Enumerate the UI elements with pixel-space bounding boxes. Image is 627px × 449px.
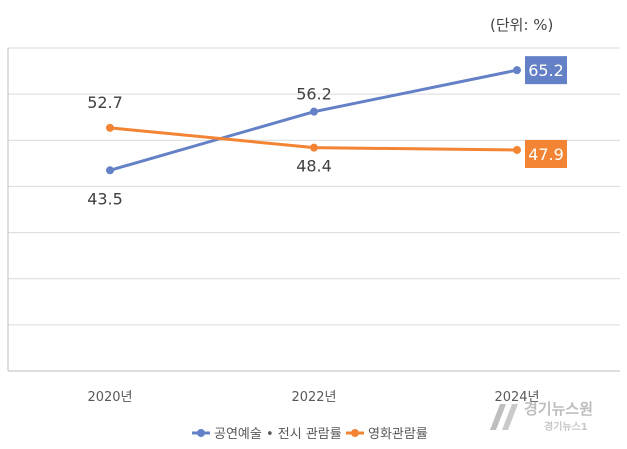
data-point [310, 143, 318, 152]
legend-marker-1 [197, 429, 205, 437]
data-label-orange: 48.4 [296, 157, 332, 176]
legend-label-1: 공연예술 • 전시 관람률 [214, 427, 342, 442]
watermark-logo-icon [490, 404, 518, 430]
data-point [310, 107, 318, 116]
data-label-blue: 65.2 [528, 61, 564, 80]
x-tick-labels: 2020년 2022년 2024년 [87, 390, 539, 405]
x-tick-label: 2020년 [87, 390, 132, 405]
legend: 공연예술 • 전시 관람률 영화관람률 [192, 427, 428, 442]
data-point [513, 66, 521, 75]
series-points [106, 66, 521, 175]
data-label-blue: 56.2 [296, 85, 332, 104]
x-tick-label: 2022년 [291, 390, 336, 405]
legend-marker-2 [351, 429, 359, 437]
data-label-orange: 47.9 [528, 145, 564, 164]
x-tick-label: 2024년 [494, 390, 539, 405]
data-labels: 43.5 56.2 65.2 52.7 48.4 47.9 [87, 56, 567, 208]
watermark: 경기뉴스원 경기뉴스1 [486, 398, 616, 438]
data-label-orange-box [525, 139, 567, 168]
data-point [513, 145, 521, 154]
data-point [106, 123, 114, 132]
gridlines [8, 47, 620, 372]
data-label-orange: 52.7 [87, 93, 123, 112]
watermark-main-text: 경기뉴스원 [524, 400, 594, 418]
legend-label-2: 영화관람률 [368, 427, 428, 442]
data-label-blue-box [525, 56, 567, 85]
unit-label: (단위: %) [490, 16, 554, 34]
data-label-blue: 43.5 [87, 189, 123, 208]
watermark-sub-text: 경기뉴스1 [544, 422, 588, 433]
data-point [106, 166, 114, 175]
